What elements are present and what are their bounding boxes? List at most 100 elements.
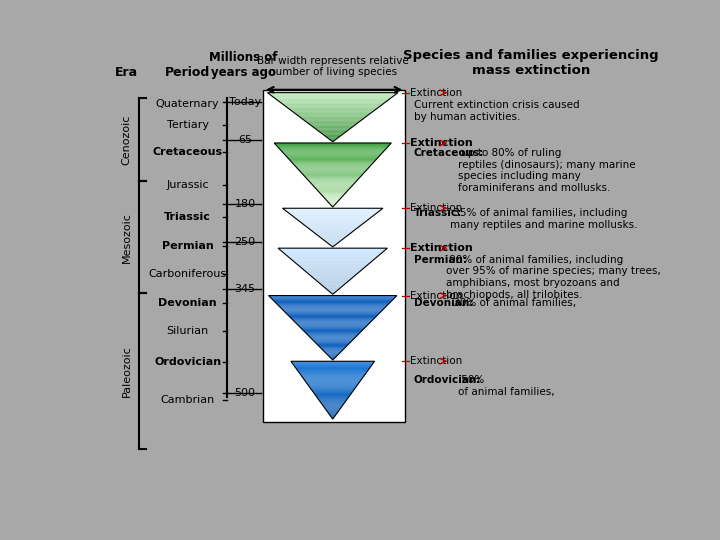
Polygon shape [317, 397, 348, 398]
Polygon shape [306, 333, 359, 334]
Polygon shape [318, 235, 348, 236]
Text: Devonian:: Devonian: [413, 298, 473, 308]
Text: Current extinction crisis caused
by human activities.: Current extinction crisis caused by huma… [413, 100, 580, 122]
Text: 50%
of animal families,: 50% of animal families, [458, 375, 554, 397]
Polygon shape [289, 159, 377, 160]
Polygon shape [284, 253, 382, 254]
Polygon shape [296, 368, 369, 369]
Polygon shape [322, 403, 344, 404]
Polygon shape [318, 131, 347, 132]
Polygon shape [275, 144, 390, 145]
Polygon shape [277, 100, 388, 101]
Polygon shape [302, 174, 363, 175]
Polygon shape [303, 224, 362, 225]
Polygon shape [315, 395, 350, 396]
Polygon shape [309, 386, 356, 387]
Polygon shape [279, 148, 387, 150]
Polygon shape [302, 377, 363, 379]
Polygon shape [308, 228, 357, 229]
Text: 90% of animal families, including
over 95% of marine species; many trees,
amphib: 90% of animal families, including over 9… [446, 255, 660, 300]
Polygon shape [320, 284, 346, 285]
Polygon shape [315, 129, 350, 130]
Polygon shape [320, 347, 346, 348]
Polygon shape [313, 186, 352, 187]
Text: Extinction: Extinction [410, 243, 472, 253]
Polygon shape [297, 114, 369, 116]
Polygon shape [297, 168, 368, 170]
Polygon shape [292, 215, 374, 216]
Polygon shape [301, 267, 364, 268]
Polygon shape [327, 242, 338, 243]
Polygon shape [291, 318, 374, 319]
Polygon shape [321, 194, 344, 195]
Polygon shape [315, 343, 350, 344]
Text: 180: 180 [235, 199, 256, 209]
Polygon shape [292, 260, 373, 261]
Polygon shape [302, 173, 364, 174]
Polygon shape [318, 191, 347, 192]
Polygon shape [329, 244, 336, 245]
Polygon shape [283, 252, 383, 253]
Polygon shape [286, 313, 379, 314]
Polygon shape [311, 125, 354, 126]
Polygon shape [322, 349, 343, 350]
Polygon shape [288, 256, 377, 258]
Polygon shape [292, 363, 373, 364]
Polygon shape [319, 400, 347, 401]
Polygon shape [312, 340, 353, 341]
Polygon shape [288, 315, 378, 316]
Polygon shape [274, 143, 392, 144]
Polygon shape [300, 171, 366, 172]
Polygon shape [310, 181, 356, 183]
Polygon shape [269, 296, 396, 298]
Polygon shape [331, 293, 335, 294]
Polygon shape [328, 413, 337, 414]
Text: 65: 65 [238, 134, 252, 145]
Polygon shape [304, 380, 361, 381]
Polygon shape [312, 391, 353, 392]
Polygon shape [330, 245, 336, 246]
Polygon shape [332, 246, 333, 247]
Polygon shape [307, 178, 359, 179]
Text: Tertiary: Tertiary [166, 120, 209, 130]
Polygon shape [307, 122, 359, 123]
Polygon shape [307, 384, 358, 386]
Polygon shape [302, 329, 364, 330]
Polygon shape [316, 280, 349, 281]
Polygon shape [308, 335, 357, 336]
Polygon shape [287, 157, 379, 158]
Polygon shape [318, 130, 348, 131]
Polygon shape [300, 117, 365, 118]
Polygon shape [297, 167, 369, 168]
Polygon shape [312, 390, 354, 391]
Text: 250: 250 [235, 237, 256, 247]
Polygon shape [291, 161, 374, 162]
Polygon shape [311, 230, 354, 231]
Polygon shape [329, 202, 337, 204]
Polygon shape [310, 183, 355, 184]
Polygon shape [332, 359, 334, 360]
Polygon shape [297, 264, 368, 265]
Polygon shape [302, 268, 364, 269]
Polygon shape [287, 255, 379, 256]
Polygon shape [295, 263, 370, 264]
Polygon shape [289, 316, 377, 317]
Polygon shape [310, 338, 355, 339]
Text: Ordovician:: Ordovician: [413, 375, 481, 386]
Polygon shape [324, 135, 341, 136]
Polygon shape [323, 239, 343, 240]
Text: Bar width represents relative
number of living species: Bar width represents relative number of … [257, 56, 409, 77]
Polygon shape [294, 366, 371, 367]
Polygon shape [330, 292, 336, 293]
Polygon shape [315, 188, 351, 189]
Polygon shape [314, 393, 351, 394]
Polygon shape [290, 214, 375, 215]
Polygon shape [276, 145, 390, 146]
Polygon shape [282, 103, 384, 104]
Polygon shape [323, 134, 343, 135]
Polygon shape [315, 279, 351, 280]
Polygon shape [309, 336, 356, 338]
Polygon shape [306, 272, 359, 273]
Polygon shape [280, 150, 385, 151]
Polygon shape [291, 259, 374, 260]
